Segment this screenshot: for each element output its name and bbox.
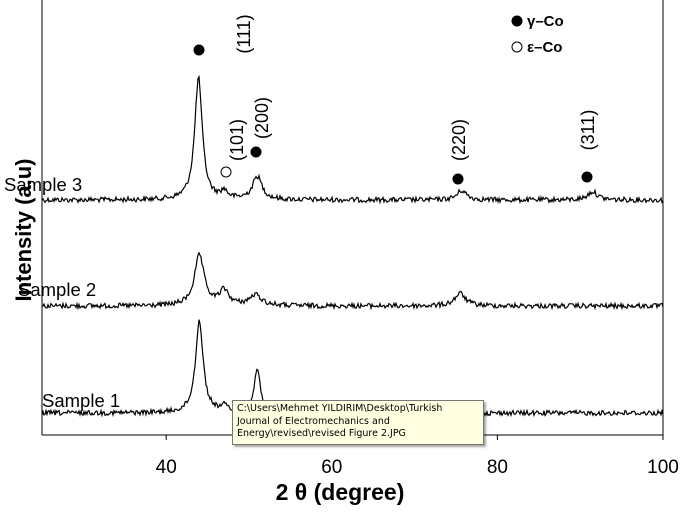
legend-filled-circle-icon [511, 15, 523, 27]
y-axis-label: Intensity (a.u) [11, 158, 36, 301]
x-axis-label: 2 θ (degree) [276, 479, 405, 505]
peak-label: (311) [578, 110, 598, 151]
series-name-label: Sample 1 [42, 390, 120, 411]
peak-label: (111) [234, 14, 254, 53]
tooltip-line: Journal of Electromechanics and [237, 415, 390, 427]
series-name-label: Sample 2 [18, 279, 96, 300]
legend-entry-label: γ–Co [527, 13, 564, 30]
tooltip-line: Energy\revised\revised Figure 2.JPG [237, 428, 406, 439]
series-line-2 [41, 251, 664, 311]
series-name-label: Sample 3 [4, 174, 82, 195]
tooltip-line: C:\Users\Mehmet YILDIRIM\Desktop\Turkish [237, 403, 443, 414]
peak-label: (101) [227, 119, 247, 161]
peak-label: (220) [449, 119, 469, 161]
gamma-co-marker [452, 173, 464, 185]
x-tick-label: 60 [321, 457, 342, 478]
legend-entry-label: ε–Co [527, 39, 562, 56]
x-tick-label: 100 [647, 457, 679, 478]
gamma-co-marker [193, 44, 205, 56]
legend-open-circle-icon [511, 41, 523, 53]
gamma-co-marker [581, 171, 593, 183]
series-line-1 [41, 74, 664, 205]
gamma-co-marker [250, 146, 262, 158]
x-tick-label: 40 [156, 457, 177, 478]
file-path-tooltip: C:\Users\Mehmet YILDIRIM\Desktop\Turkish… [232, 400, 484, 445]
x-tick-label: 80 [487, 457, 508, 478]
epsilon-co-marker [220, 166, 232, 178]
peak-label: (200) [252, 97, 272, 139]
